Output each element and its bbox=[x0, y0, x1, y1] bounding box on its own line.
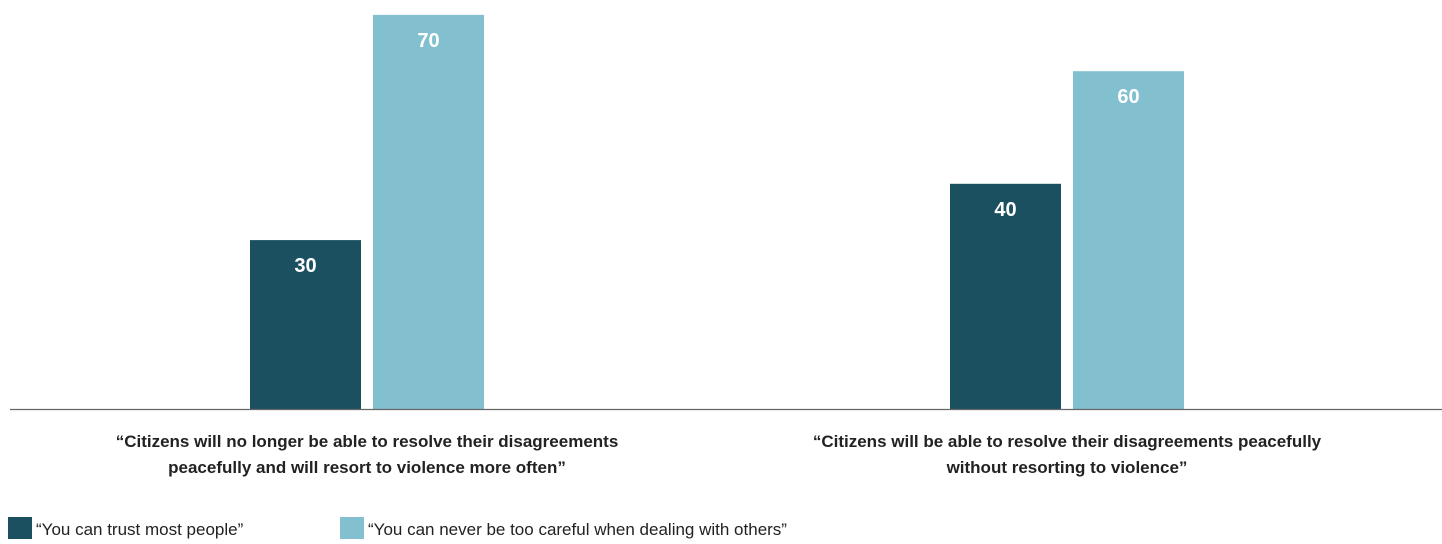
category-label-2: “Citizens will be able to resolve their … bbox=[813, 432, 1322, 477]
category-label-1: “Citizens will no longer be able to reso… bbox=[116, 432, 619, 477]
category-label-1-line-1: “Citizens will no longer be able to reso… bbox=[116, 432, 619, 451]
legend-item-2: “You can never be too careful when deali… bbox=[340, 517, 787, 539]
category-label-1-line-2: peacefully and will resort to violence m… bbox=[168, 458, 566, 477]
bar-series-2-category-2 bbox=[1073, 71, 1184, 409]
data-label-series-1-category-1: 30 bbox=[294, 255, 316, 277]
legend-label-1: “You can trust most people” bbox=[36, 520, 244, 539]
data-label-series-2-category-2: 60 bbox=[1117, 86, 1139, 108]
data-label-series-1-category-2: 40 bbox=[994, 199, 1016, 221]
category-label-2-line-1: “Citizens will be able to resolve their … bbox=[813, 432, 1322, 451]
legend-swatch-2 bbox=[340, 517, 364, 539]
bars-layer bbox=[250, 14, 1184, 410]
legend-label-2: “You can never be too careful when deali… bbox=[368, 520, 787, 539]
bar-series-2-category-1 bbox=[373, 14, 484, 410]
bar-series-1-category-2 bbox=[950, 183, 1061, 409]
data-labels-layer: 30 70 40 60 bbox=[294, 30, 1139, 277]
legend-swatch-1 bbox=[8, 517, 32, 539]
legend-item-1: “You can trust most people” bbox=[8, 517, 244, 539]
category-label-2-line-2: without resorting to violence” bbox=[946, 458, 1188, 477]
category-labels-layer: “Citizens will no longer be able to reso… bbox=[116, 432, 1322, 477]
legend: “You can trust most people” “You can neve… bbox=[8, 517, 787, 539]
bar-series-1-category-1 bbox=[250, 240, 361, 409]
data-label-series-2-category-1: 70 bbox=[417, 30, 439, 52]
